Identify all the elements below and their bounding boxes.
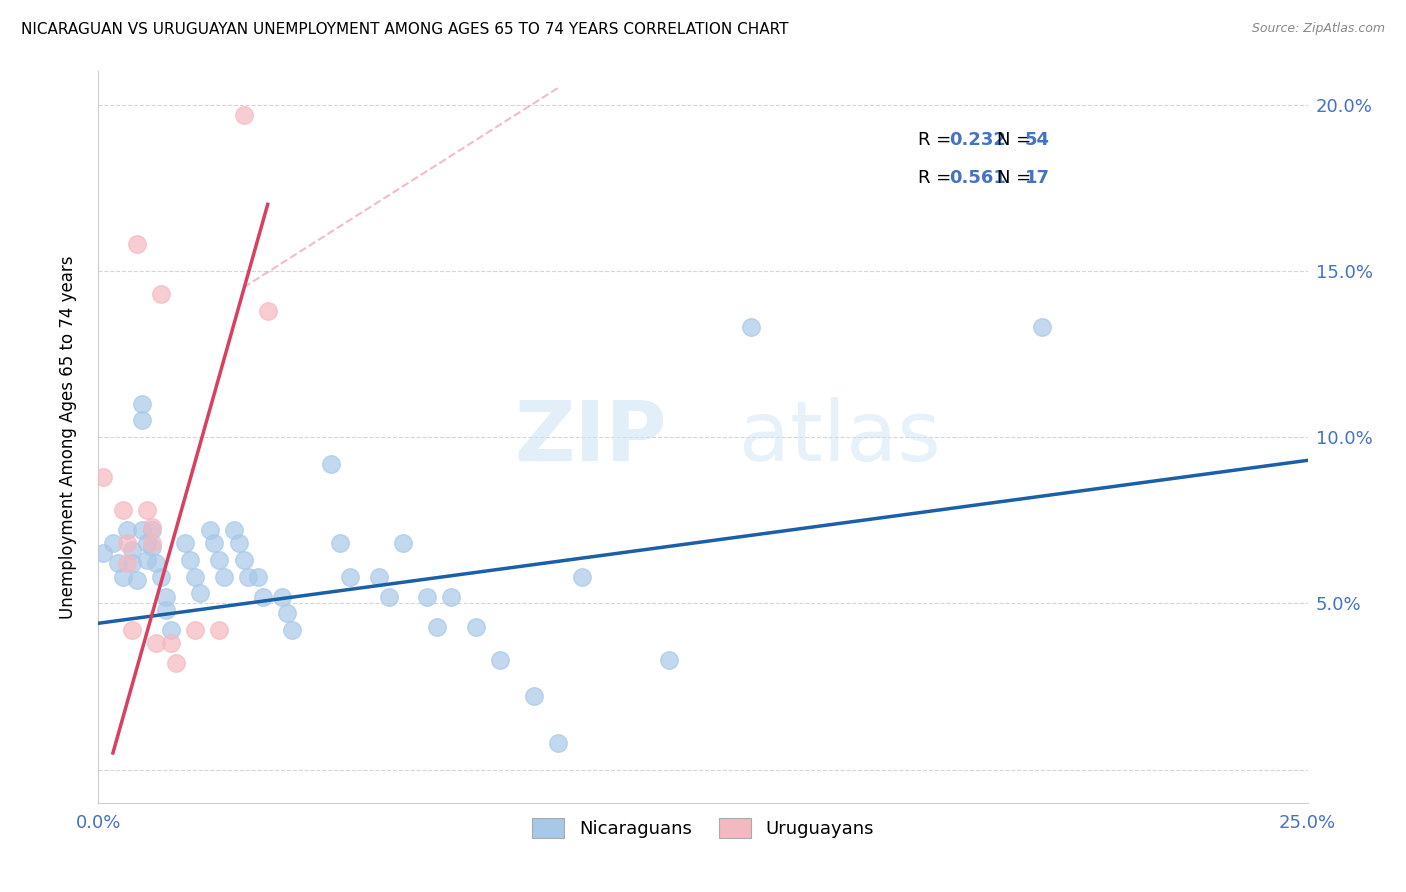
Point [416, 590, 439, 604]
Point [155, 590, 177, 604]
Point [131, 523, 153, 537]
Point [198, 523, 221, 537]
Point [329, 536, 352, 550]
Point [131, 397, 153, 411]
Point [121, 557, 143, 571]
Point [256, 303, 278, 318]
Point [117, 557, 139, 571]
Point [150, 570, 173, 584]
Point [145, 557, 167, 571]
Point [107, 557, 129, 571]
Text: Source: ZipAtlas.com: Source: ZipAtlas.com [1251, 22, 1385, 36]
Point [121, 543, 143, 558]
Point [141, 523, 163, 537]
Point [740, 320, 762, 334]
Point [252, 590, 274, 604]
Point [571, 570, 593, 584]
Point [319, 457, 342, 471]
Point [141, 536, 163, 550]
Point [91, 546, 114, 560]
Point [179, 553, 201, 567]
Text: R =: R = [918, 169, 957, 187]
Point [174, 536, 197, 550]
Text: 17: 17 [1025, 169, 1050, 187]
Point [339, 570, 361, 584]
Point [117, 523, 139, 537]
Point [91, 470, 114, 484]
Point [247, 570, 270, 584]
Point [392, 536, 415, 550]
Point [150, 287, 173, 301]
Text: atlas: atlas [740, 397, 941, 477]
Point [127, 573, 149, 587]
Point [165, 656, 187, 670]
Point [111, 503, 134, 517]
Point [489, 653, 512, 667]
Point [523, 690, 546, 704]
Text: 0.232: 0.232 [949, 130, 1005, 149]
Text: N =: N = [997, 130, 1036, 149]
Point [440, 590, 463, 604]
Text: R =: R = [918, 130, 957, 149]
Point [228, 536, 250, 550]
Point [222, 523, 245, 537]
Point [141, 540, 163, 554]
Point [135, 503, 157, 517]
Text: N =: N = [997, 169, 1036, 187]
Text: NICARAGUAN VS URUGUAYAN UNEMPLOYMENT AMONG AGES 65 TO 74 YEARS CORRELATION CHART: NICARAGUAN VS URUGUAYAN UNEMPLOYMENT AMO… [21, 22, 789, 37]
Point [141, 520, 163, 534]
Point [281, 623, 304, 637]
Point [368, 570, 391, 584]
Point [160, 623, 183, 637]
Point [658, 653, 681, 667]
Point [155, 603, 177, 617]
Point [131, 413, 153, 427]
Point [377, 590, 399, 604]
Point [426, 619, 449, 633]
Point [145, 636, 167, 650]
Point [547, 736, 569, 750]
Point [117, 536, 139, 550]
Point [135, 536, 157, 550]
Point [208, 623, 231, 637]
Point [238, 570, 260, 584]
Point [127, 237, 149, 252]
Point [212, 570, 235, 584]
Point [184, 623, 207, 637]
Legend: Nicaraguans, Uruguayans: Nicaraguans, Uruguayans [524, 811, 882, 845]
Point [121, 623, 143, 637]
Point [111, 570, 134, 584]
Point [276, 607, 298, 621]
Point [208, 553, 231, 567]
Point [101, 536, 124, 550]
Text: 54: 54 [1025, 130, 1050, 149]
Text: ZIP: ZIP [515, 397, 666, 477]
Point [271, 590, 294, 604]
Point [464, 619, 486, 633]
Point [232, 553, 254, 567]
Point [135, 553, 157, 567]
Point [160, 636, 183, 650]
Point [204, 536, 226, 550]
Point [184, 570, 207, 584]
Point [232, 107, 254, 121]
Point [188, 586, 211, 600]
Text: 0.561: 0.561 [949, 169, 1005, 187]
Y-axis label: Unemployment Among Ages 65 to 74 years: Unemployment Among Ages 65 to 74 years [59, 255, 77, 619]
Point [1031, 320, 1053, 334]
